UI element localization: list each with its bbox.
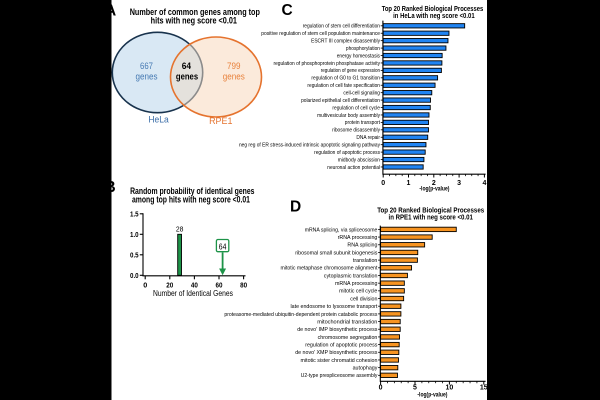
svg-text:cell-cell signaling: cell-cell signaling	[343, 90, 380, 96]
svg-text:in RPE1 with neg score <0.01: in RPE1 with neg score <0.01	[389, 213, 473, 222]
svg-text:genes: genes	[176, 71, 198, 81]
svg-text:C: C	[282, 2, 293, 19]
svg-text:genes: genes	[223, 71, 245, 81]
svg-text:proteasome-mediated ubiquitin-: proteasome-mediated ubiquitin-dependent …	[224, 312, 377, 318]
svg-text:ribosomal small subunit biogen: ribosomal small subunit biogenesis	[295, 250, 377, 256]
svg-text:regulation of apoptotic proces: regulation of apoptotic process	[305, 343, 377, 349]
svg-text:ribosome disassembly: ribosome disassembly	[332, 128, 380, 134]
svg-text:de novo' IMP biosynthetic proc: de novo' IMP biosynthetic process	[297, 327, 377, 333]
svg-text:799: 799	[227, 61, 241, 71]
svg-text:667: 667	[140, 61, 153, 71]
svg-text:genes: genes	[136, 71, 158, 81]
svg-text:1.0: 1.0	[130, 230, 139, 239]
svg-text:0: 0	[379, 385, 383, 392]
svg-text:regulation of stem cell differ: regulation of stem cell differentiation	[303, 24, 380, 30]
svg-text:80: 80	[240, 281, 247, 290]
svg-text:mitotic metaphase chromosome a: mitotic metaphase chromosome alignment	[281, 266, 378, 272]
svg-text:in HeLa with neg score <0.01: in HeLa with neg score <0.01	[393, 11, 475, 20]
svg-text:10: 10	[446, 385, 454, 392]
svg-text:autophagy: autophagy	[353, 366, 378, 372]
svg-text:5: 5	[413, 385, 417, 392]
svg-text:4: 4	[482, 180, 486, 187]
svg-text:Top 20 Ranked Biological Proce: Top 20 Ranked Biological Processes	[377, 205, 484, 214]
svg-text:D: D	[290, 199, 301, 216]
svg-text:40: 40	[191, 281, 198, 290]
svg-text:ESCRT III complex disassembly: ESCRT III complex disassembly	[311, 38, 380, 44]
svg-text:cell division: cell division	[350, 296, 377, 302]
svg-text:energy homeostasis: energy homeostasis	[337, 53, 381, 59]
svg-text:Number of Identical Genes: Number of Identical Genes	[153, 289, 233, 298]
svg-text:mitotic sister chromatid cohes: mitotic sister chromatid cohesion	[301, 358, 378, 364]
svg-text:0: 0	[143, 281, 147, 290]
svg-text:15: 15	[480, 385, 488, 392]
svg-text:-log(p-value): -log(p-value)	[419, 185, 449, 192]
svg-text:60: 60	[216, 281, 223, 290]
svg-text:mRNA splicing, via spliceosome: mRNA splicing, via spliceosome	[305, 227, 378, 233]
svg-text:cytoplasmic translation: cytoplasmic translation	[324, 273, 378, 279]
svg-text:64: 64	[182, 61, 192, 71]
svg-text:among top hits with neg score: among top hits with neg score <0.01	[132, 193, 250, 204]
svg-text:0: 0	[381, 180, 385, 187]
svg-text:0.5: 0.5	[130, 250, 139, 259]
svg-text:regulation of G0 to G1 transit: regulation of G0 to G1 transition	[311, 76, 380, 82]
svg-text:RPE1: RPE1	[209, 116, 232, 126]
svg-text:mitotic cell cycle: mitotic cell cycle	[339, 289, 377, 295]
svg-text:Top 20 Ranked Biological Proce: Top 20 Ranked Biological Processes	[382, 4, 484, 13]
svg-text:DNA repair: DNA repair	[356, 135, 380, 141]
svg-text:U2-type prespliceosome assembl: U2-type prespliceosome assembly	[301, 373, 378, 379]
svg-text:mitochondrial translation: mitochondrial translation	[317, 319, 377, 325]
svg-text:phosphorylation: phosphorylation	[346, 46, 380, 52]
svg-text:Number of common genes among t: Number of common genes among top	[130, 6, 260, 17]
svg-text:regulation of gene expression: regulation of gene expression	[321, 68, 380, 74]
svg-text:neuronal action potential: neuronal action potential	[327, 165, 380, 171]
svg-text:64: 64	[219, 242, 227, 251]
svg-text:protein transport: protein transport	[345, 120, 381, 126]
svg-text:late endosome to lysosome tran: late endosome to lysosome transport	[291, 304, 378, 310]
svg-text:regulation of phosphoprotein p: regulation of phosphoprotein phosphatase…	[274, 61, 381, 67]
svg-text:regulation of cell fate specif: regulation of cell fate specification	[307, 83, 380, 89]
svg-text:3: 3	[457, 180, 461, 187]
svg-text:positive regulation of stem ce: positive regulation of stem cell populat…	[261, 31, 380, 37]
svg-text:rRNA processing: rRNA processing	[338, 235, 378, 241]
svg-text:translation: translation	[353, 258, 378, 264]
svg-text:regulation of apoptotic proces: regulation of apoptotic process	[314, 150, 380, 156]
svg-text:RNA splicing: RNA splicing	[347, 243, 377, 249]
svg-text:0.0: 0.0	[130, 271, 139, 280]
svg-text:28: 28	[176, 225, 184, 234]
svg-text:polarized epithelial cell diff: polarized epithelial cell differentiatio…	[301, 98, 380, 104]
svg-text:mRNA processing: mRNA processing	[335, 281, 377, 287]
svg-text:neg reg of ER stress-induced i: neg reg of ER stress-induced intrinsic a…	[239, 142, 380, 148]
svg-text:2: 2	[432, 180, 436, 187]
svg-text:hits with neg score <0.01: hits with neg score <0.01	[151, 15, 237, 26]
svg-text:Random probability of identica: Random probability of identical genes	[130, 185, 254, 196]
svg-text:multivesicular body assembly: multivesicular body assembly	[317, 113, 380, 119]
svg-text:chromosome segregation: chromosome segregation	[318, 335, 378, 341]
svg-text:1.5: 1.5	[130, 209, 139, 218]
svg-text:regulation of cell cycle: regulation of cell cycle	[332, 105, 380, 111]
svg-text:20: 20	[166, 281, 173, 290]
svg-text:-log(p-value): -log(p-value)	[417, 392, 447, 399]
svg-text:de novo' XMP biosynthetic proc: de novo' XMP biosynthetic process	[295, 350, 377, 356]
svg-text:midbody abscission: midbody abscission	[338, 157, 380, 163]
svg-text:HeLa: HeLa	[148, 114, 168, 124]
svg-text:1: 1	[407, 180, 411, 187]
